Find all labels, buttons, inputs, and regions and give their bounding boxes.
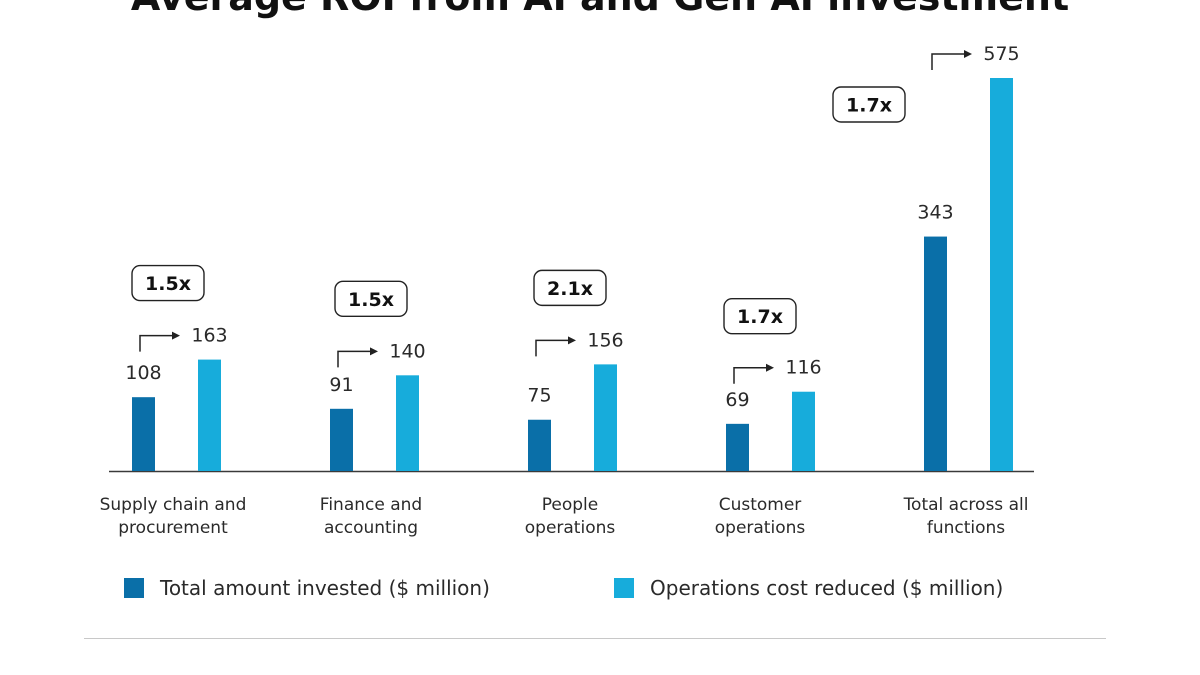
value-label-cost-reduced: 163: [191, 325, 227, 347]
growth-arrowhead: [172, 331, 180, 340]
footer-divider: [84, 638, 1106, 639]
legend-swatch-invested: [124, 578, 144, 598]
legend-item-cost-reduced: Operations cost reduced ($ million): [614, 576, 1003, 600]
bar-invested: [330, 408, 353, 471]
multiplier-badge: [131, 264, 205, 302]
multiplier-label: 1.5x: [348, 289, 394, 311]
chart-title: Average ROI from AI and Gen AI investmen…: [131, 0, 1069, 19]
category-label: Supply chain and: [100, 495, 247, 515]
category-label: Total across all: [903, 495, 1029, 515]
multiplier-label: 1.7x: [737, 306, 783, 328]
value-label-cost-reduced: 575: [983, 43, 1019, 65]
growth-arrow: [931, 53, 964, 70]
growth-arrow: [535, 339, 568, 357]
bar-cost-reduced: [990, 78, 1013, 471]
value-label-invested: 69: [725, 389, 749, 411]
value-label-invested: 343: [917, 202, 953, 224]
growth-arrowhead: [766, 363, 774, 372]
value-label-invested: 108: [125, 362, 161, 384]
bar-cost-reduced: [792, 391, 815, 471]
category-label: People: [542, 495, 598, 515]
legend-label-invested: Total amount invested ($ million): [160, 576, 490, 600]
bar-cost-reduced: [198, 359, 221, 471]
category-label: operations: [525, 518, 616, 538]
multiplier-label: 1.7x: [846, 95, 892, 117]
bar-invested: [528, 419, 551, 471]
value-label-cost-reduced: 156: [587, 329, 623, 351]
growth-arrowhead: [370, 347, 378, 356]
value-label-invested: 75: [527, 385, 551, 407]
bar-invested: [924, 236, 947, 471]
category-label: procurement: [118, 518, 228, 538]
category-label: accounting: [324, 518, 418, 538]
value-label-invested: 91: [329, 374, 353, 396]
legend-label-cost-reduced: Operations cost reduced ($ million): [650, 576, 1004, 600]
growth-arrowhead: [568, 336, 576, 345]
bar-invested: [726, 423, 749, 471]
growth-arrowhead: [964, 50, 972, 58]
category-label: Customer: [719, 495, 802, 515]
category-label: Finance and: [320, 495, 422, 515]
category-label: operations: [715, 518, 806, 538]
value-label-cost-reduced: 116: [785, 357, 821, 379]
multiplier-badge: [832, 86, 906, 123]
multiplier-badge: [533, 269, 607, 307]
bar-cost-reduced: [594, 364, 617, 471]
multiplier-label: 1.5x: [145, 273, 191, 295]
multiplier-badge: [723, 298, 797, 335]
category-label: functions: [927, 518, 1005, 538]
bar-cost-reduced: [396, 375, 419, 471]
bar-invested: [132, 397, 155, 471]
legend-swatch-cost-reduced: [614, 578, 634, 598]
growth-arrow: [733, 366, 766, 384]
value-label-cost-reduced: 140: [389, 340, 425, 362]
growth-arrow: [139, 334, 172, 352]
growth-arrow: [337, 350, 370, 368]
legend-item-invested: Total amount invested ($ million): [124, 576, 490, 600]
legend: Total amount invested ($ million) Operat…: [0, 576, 1200, 606]
multiplier-label: 2.1x: [547, 278, 593, 300]
multiplier-badge: [334, 280, 408, 318]
